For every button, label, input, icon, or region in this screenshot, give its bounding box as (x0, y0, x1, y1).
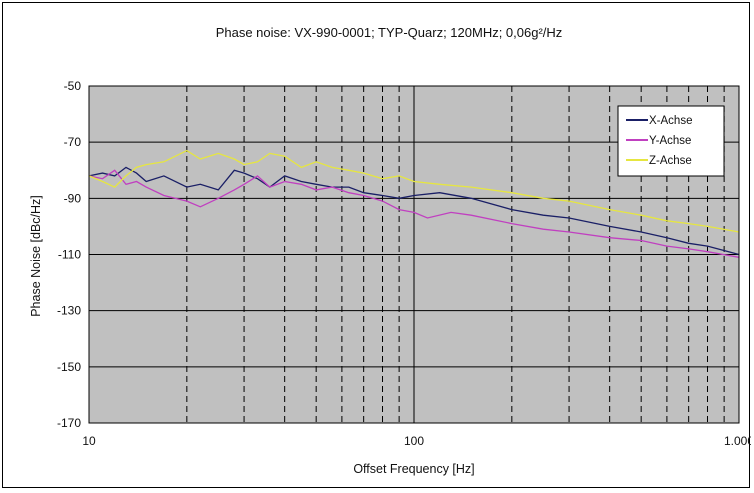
series-line-z-achse (88, 149, 740, 233)
y-tick-label: -70 (64, 135, 82, 149)
y-tick-label: -90 (64, 191, 82, 205)
y-tick-label: -130 (57, 304, 81, 318)
series-line-x-achse (88, 166, 740, 256)
phase-noise-chart: Phase noise: VX-990-0001; TYP-Quarz; 120… (29, 25, 751, 476)
x-axis-label: Offset Frequency [Hz] (353, 462, 474, 476)
y-axis-label: Phase Noise [dBc/Hz] (29, 195, 43, 317)
y-tick-label: -110 (58, 248, 81, 262)
series-line-y-achse (88, 169, 740, 258)
x-tick-label: 1.000 (724, 434, 751, 448)
x-tick-label: 100 (404, 434, 424, 448)
legend-entry: Z-Achse (649, 155, 692, 167)
legend-entry: Y-Achse (649, 135, 691, 147)
legend: X-Achse Y-Achse Z-Achse (617, 105, 725, 177)
plot-border (88, 85, 740, 424)
chart-title: Phase noise: VX-990-0001; TYP-Quarz; 120… (216, 25, 563, 40)
y-tick-label: -50 (64, 79, 82, 93)
y-tick-label: -150 (57, 360, 81, 374)
y-tick-label: -170 (57, 416, 81, 430)
legend-entry: X-Achse (649, 115, 692, 127)
chart-frame: Phase noise: VX-990-0001; TYP-Quarz; 120… (2, 2, 751, 488)
x-tick-label: 10 (82, 434, 96, 448)
